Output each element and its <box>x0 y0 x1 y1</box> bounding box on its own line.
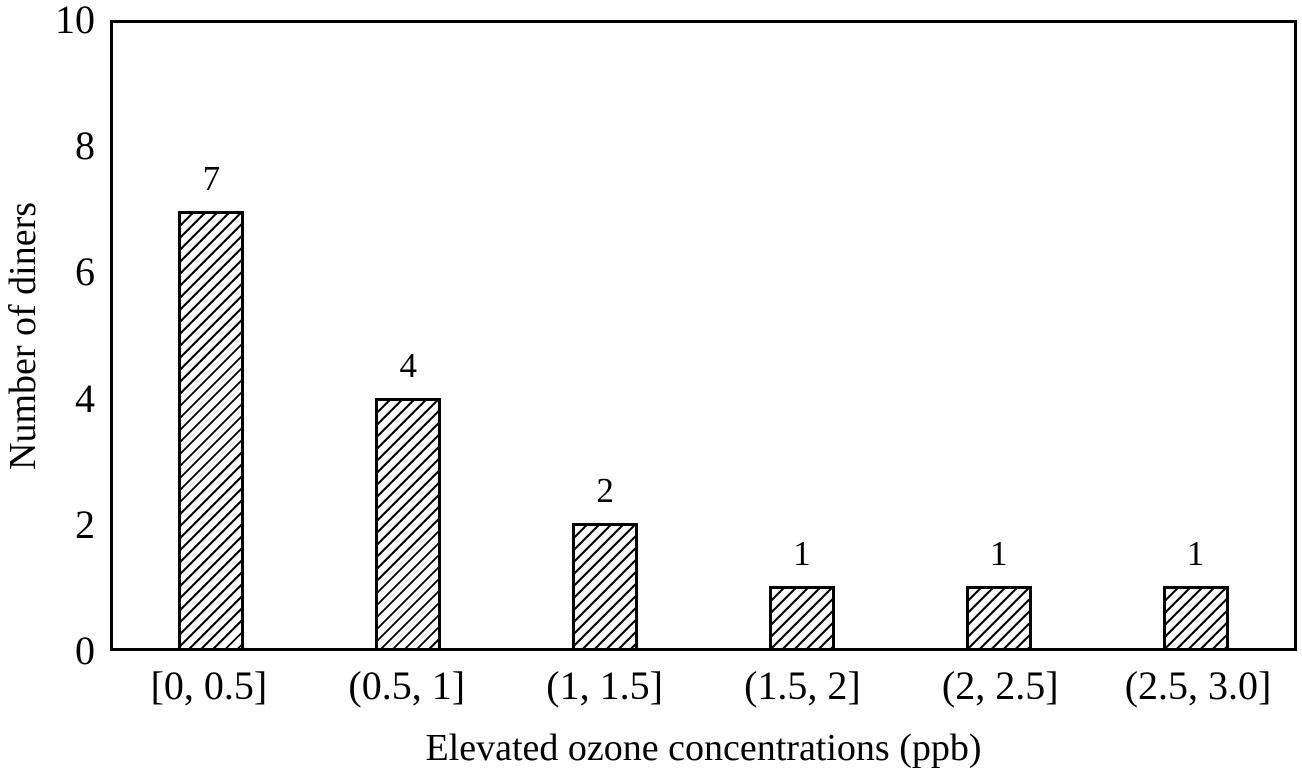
bar <box>572 523 639 648</box>
bar-value-label: 7 <box>202 158 221 198</box>
bar <box>375 398 442 648</box>
x-axis-tick-labels: [0, 0.5] (0.5, 1] (1, 1.5] (1.5, 2] (2, 2.5]… <box>110 662 1297 710</box>
y-tick-label: 0 <box>75 628 95 673</box>
x-axis-title: Elevated ozone concentrations (ppb) <box>425 727 982 769</box>
y-tick-label: 8 <box>75 123 95 169</box>
bar-slot: 4 <box>310 23 507 648</box>
bar-slot: 2 <box>507 23 704 648</box>
bar-value-label: 1 <box>989 533 1008 573</box>
bar <box>1162 585 1229 648</box>
bar-value-label: 1 <box>1186 533 1205 573</box>
bar-slot: 1 <box>1097 23 1294 648</box>
x-tick-label: (2.5, 3.0] <box>1124 663 1272 708</box>
y-axis-tick-labels: 0 2 4 6 8 10 <box>0 0 95 671</box>
bar-value-label: 4 <box>399 346 417 385</box>
y-tick-label: 10 <box>55 0 95 42</box>
bar-value-label: 2 <box>596 471 614 510</box>
bar-slot: 7 <box>113 23 310 648</box>
x-tick-label: (2, 2.5] <box>941 663 1059 708</box>
y-tick-label: 4 <box>75 375 95 421</box>
bar <box>178 210 245 648</box>
bar <box>965 585 1032 648</box>
bar-slot: 1 <box>703 23 900 648</box>
y-tick-label: 2 <box>75 501 95 547</box>
x-tick-label: [0, 0.5] <box>150 663 268 708</box>
x-tick-label: (0.5, 1] <box>348 663 466 708</box>
y-tick-label: 6 <box>75 249 95 295</box>
x-tick-label: (1, 1.5] <box>546 663 663 708</box>
x-tick-label: (1.5, 2] <box>744 663 861 708</box>
bars-group: 7 4 2 1 1 1 <box>113 23 1294 648</box>
bar-value-label: 1 <box>793 533 811 573</box>
bar-slot: 1 <box>900 23 1097 648</box>
plot-area: 7 4 2 1 1 1 <box>110 20 1297 651</box>
bar <box>768 585 835 648</box>
